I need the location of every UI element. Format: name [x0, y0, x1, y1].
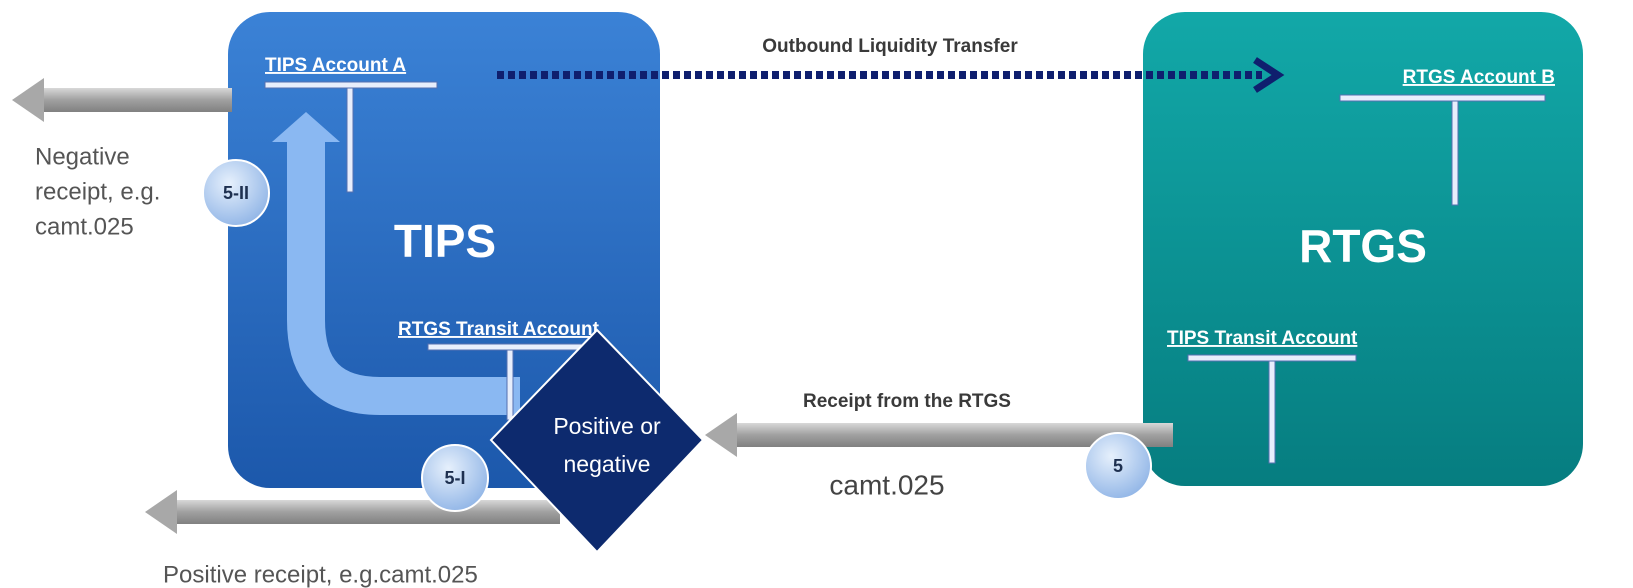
receipt-label: Negative	[35, 143, 130, 170]
account-label: RTGS Account B	[1403, 67, 1555, 88]
receipt-label: Positive receipt, e.g.camt.025	[163, 561, 478, 588]
receipt-label: receipt, e.g.	[35, 178, 160, 205]
step	[421, 444, 489, 512]
system-label: RTGS	[1299, 220, 1427, 272]
step	[1084, 432, 1152, 500]
step-label: 5-II	[223, 183, 249, 203]
account-label: TIPS Account A	[265, 55, 406, 76]
t-accounts	[264, 81, 1546, 464]
account-label: TIPS Transit Account	[1167, 328, 1358, 349]
flow-label: Outbound Liquidity Transfer	[762, 36, 1018, 57]
positive-arrow	[145, 490, 560, 534]
decision-label: Positive or	[553, 413, 661, 439]
system-label: TIPS	[394, 215, 496, 267]
step-label: 5-I	[444, 468, 465, 488]
decision	[489, 328, 705, 554]
negative-arrow	[12, 78, 232, 122]
curved-arrow	[287, 140, 520, 415]
receipt-label: camt.025	[35, 213, 134, 240]
outbound-head	[1253, 57, 1285, 93]
curved-arrow-head	[272, 112, 340, 142]
flow-label: Receipt from the RTGS	[803, 391, 1011, 412]
account-label: RTGS Transit Account	[398, 319, 600, 340]
decision-label: negative	[564, 451, 651, 477]
step-label: 5	[1113, 456, 1123, 476]
step	[202, 159, 270, 227]
rtgs-box	[1143, 12, 1583, 486]
flow-message: camt.025	[829, 469, 944, 500]
